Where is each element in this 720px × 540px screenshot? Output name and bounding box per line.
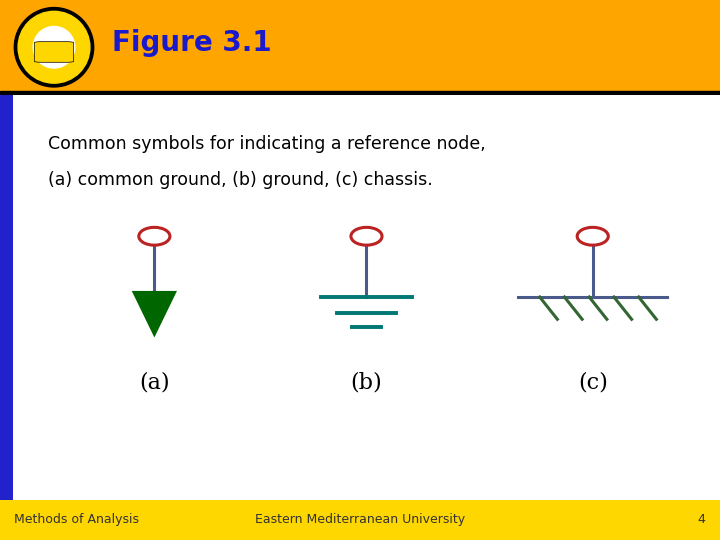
- Ellipse shape: [33, 26, 75, 68]
- Text: (a) common ground, (b) ground, (c) chassis.: (a) common ground, (b) ground, (c) chass…: [48, 172, 433, 190]
- Text: (a): (a): [139, 371, 170, 393]
- Polygon shape: [132, 291, 177, 338]
- Text: Methods of Analysis: Methods of Analysis: [14, 513, 140, 526]
- Ellipse shape: [14, 8, 94, 87]
- Text: (c): (c): [577, 371, 608, 393]
- Text: 4: 4: [698, 513, 706, 526]
- Text: Eastern Mediterranean University: Eastern Mediterranean University: [255, 513, 465, 526]
- Text: Common symbols for indicating a reference node,: Common symbols for indicating a referenc…: [48, 135, 486, 153]
- Ellipse shape: [18, 11, 90, 83]
- FancyBboxPatch shape: [35, 42, 73, 62]
- Text: (b): (b): [351, 371, 382, 393]
- Text: Figure 3.1: Figure 3.1: [112, 29, 271, 57]
- Bar: [0, 91, 720, 94]
